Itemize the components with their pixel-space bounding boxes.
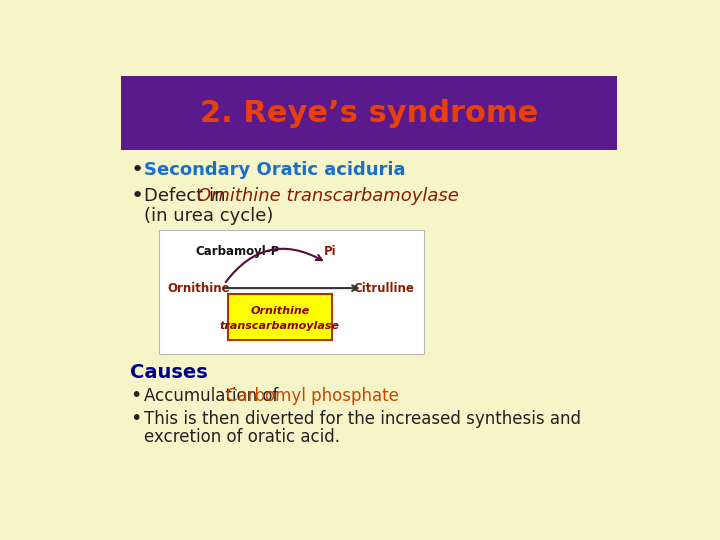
Text: 2. Reye’s syndrome: 2. Reye’s syndrome (200, 99, 538, 128)
Text: Carbamoyl-P: Carbamoyl-P (195, 245, 279, 259)
Text: Pi: Pi (324, 245, 336, 259)
Text: Secondary Oratic aciduria: Secondary Oratic aciduria (144, 161, 406, 179)
FancyBboxPatch shape (159, 230, 424, 354)
Text: (in urea cycle): (in urea cycle) (144, 207, 274, 225)
Text: Ornithine transcarbamoylase: Ornithine transcarbamoylase (197, 187, 459, 205)
Text: Citrulline: Citrulline (353, 281, 414, 295)
Text: •: • (130, 409, 142, 429)
Text: transcarbamoylase: transcarbamoylase (220, 321, 340, 332)
Text: Ornithine: Ornithine (168, 281, 230, 295)
Text: excretion of oratic acid.: excretion of oratic acid. (144, 428, 341, 447)
Text: •: • (130, 387, 142, 406)
Text: Ornithine: Ornithine (251, 306, 310, 315)
Text: •: • (130, 186, 143, 206)
Text: Carbomyl phosphate: Carbomyl phosphate (225, 387, 398, 405)
Text: Defect in: Defect in (144, 187, 232, 205)
Text: This is then diverted for the increased synthesis and: This is then diverted for the increased … (144, 410, 581, 428)
Text: Accumulation of: Accumulation of (144, 387, 284, 405)
Text: •: • (130, 160, 143, 180)
FancyBboxPatch shape (228, 294, 332, 340)
Text: Causes: Causes (130, 363, 208, 382)
FancyBboxPatch shape (121, 76, 617, 150)
